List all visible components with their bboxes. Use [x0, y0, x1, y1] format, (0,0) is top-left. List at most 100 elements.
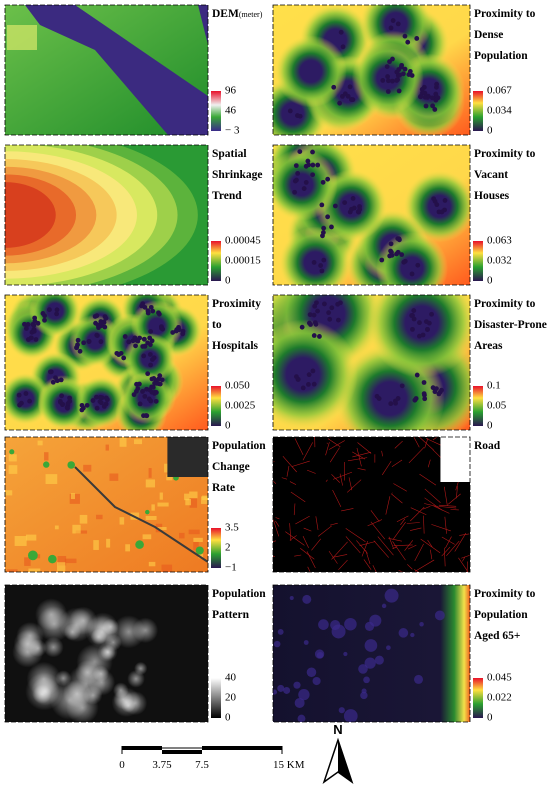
point: [421, 380, 427, 385]
road: [441, 536, 455, 545]
point: [99, 321, 104, 327]
patch: [64, 558, 77, 564]
road: [459, 533, 470, 536]
road: [346, 479, 362, 493]
road: [345, 536, 361, 554]
point: [345, 93, 351, 99]
road: [444, 547, 446, 567]
point: [320, 179, 326, 185]
patch: [6, 569, 18, 572]
road: [281, 477, 288, 480]
point: [434, 81, 440, 87]
legend-label: 0.063: [487, 235, 512, 247]
road: [302, 536, 309, 548]
road: [303, 527, 312, 532]
point: [388, 241, 394, 247]
road: [329, 440, 345, 450]
map: [5, 295, 208, 430]
point: [326, 310, 332, 316]
road: [381, 450, 383, 457]
map-panel: Population Pattern 40 20 0: [4, 584, 266, 724]
point: [405, 39, 411, 45]
water: [167, 437, 208, 477]
point: [145, 371, 151, 377]
point: [153, 390, 159, 395]
point: [79, 407, 85, 413]
point: [423, 103, 429, 109]
point: [396, 88, 402, 94]
road: [392, 541, 406, 561]
patch: [316, 651, 324, 659]
point: [141, 353, 147, 359]
patch: [134, 439, 143, 445]
point: [98, 339, 104, 345]
patch: [364, 639, 378, 652]
point: [149, 376, 155, 382]
map: [273, 145, 470, 285]
point: [53, 375, 58, 381]
point: [147, 335, 153, 341]
point: [135, 338, 141, 344]
proximity-zone: [273, 148, 338, 221]
density: [35, 598, 68, 631]
point: [432, 198, 438, 204]
point: [342, 200, 348, 206]
road: [410, 507, 427, 516]
point: [319, 268, 325, 274]
road: [394, 440, 403, 449]
scale-label: 0: [119, 759, 125, 771]
map-panel: Proximity to Dense Population 0.067 0.034 0: [272, 4, 536, 137]
road: [445, 536, 452, 549]
point: [306, 382, 311, 387]
water: [25, 5, 208, 135]
road: [286, 465, 290, 477]
legend-label: 0: [487, 275, 493, 287]
point: [327, 316, 333, 322]
point: [409, 271, 415, 277]
road: [372, 565, 377, 572]
point: [394, 251, 399, 257]
patch: [56, 562, 66, 572]
road: [365, 550, 371, 564]
road: [367, 519, 383, 527]
map: [273, 5, 470, 135]
patch: [381, 603, 387, 609]
patch: [151, 504, 155, 511]
road: [420, 538, 441, 554]
patch: [343, 709, 358, 722]
panel-title: Hospitals: [212, 340, 259, 352]
patch: [48, 554, 57, 564]
road: [328, 550, 338, 564]
map-fill: [273, 437, 470, 572]
road: [448, 493, 461, 505]
panel-title: Houses: [474, 190, 510, 202]
road: [413, 437, 420, 448]
point: [331, 84, 337, 90]
road: [404, 540, 414, 551]
density: [26, 661, 62, 697]
patch: [161, 564, 173, 572]
map: [5, 5, 208, 135]
point: [25, 322, 31, 327]
point: [337, 100, 343, 106]
patch: [414, 674, 424, 684]
patch: [179, 532, 185, 539]
road: [423, 515, 425, 534]
road: [414, 569, 419, 572]
road: [458, 557, 469, 572]
patch: [273, 640, 281, 648]
road: [273, 480, 277, 485]
point: [338, 29, 344, 35]
point: [58, 399, 63, 405]
legend-label: 0.0025: [225, 400, 256, 412]
patch: [312, 676, 321, 686]
road: [410, 506, 425, 522]
legend-label: 0.05: [487, 400, 507, 412]
patch: [294, 697, 305, 708]
patch: [343, 651, 348, 657]
point: [137, 401, 143, 407]
point: [67, 395, 72, 401]
point: [436, 391, 442, 397]
road: [331, 474, 341, 483]
river: [74, 466, 208, 563]
